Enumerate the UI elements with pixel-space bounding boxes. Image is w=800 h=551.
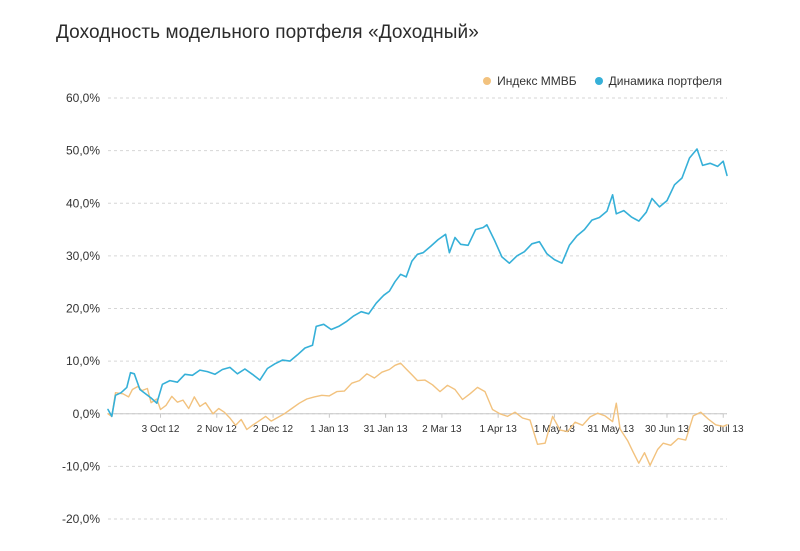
legend-marker-portfolio — [594, 77, 603, 85]
y-tick-label: 60,0% — [66, 91, 100, 105]
series-line-portfolio — [107, 148, 728, 418]
x-tick-label: 3 Oct 12 — [142, 424, 180, 435]
x-tick-label: 30 Jul 13 — [703, 424, 744, 435]
y-tick-label: 40,0% — [66, 196, 100, 210]
x-tick-label: 30 Jun 13 — [645, 424, 689, 435]
x-tick-label: 2 Dec 12 — [253, 424, 293, 435]
y-tick-label: -10,0% — [62, 459, 100, 473]
chart-legend: Индекс ММВБ Динамика портфеля — [483, 74, 722, 88]
y-tick-label: 50,0% — [66, 144, 100, 158]
x-tick-label: 2 Nov 12 — [197, 424, 237, 435]
x-tick-label: 31 May 13 — [587, 424, 634, 435]
chart-title: Доходность модельного портфеля «Доходный… — [56, 22, 479, 43]
x-tick-label: 1 Apr 13 — [480, 424, 518, 435]
y-tick-label: 30,0% — [66, 249, 100, 263]
y-tick-label: 0,0% — [73, 407, 101, 421]
x-tick-label: 2 Mar 13 — [422, 424, 462, 435]
legend-item-portfolio: Динамика портфеля — [594, 74, 722, 88]
y-tick-label: 10,0% — [66, 354, 100, 368]
legend-label-portfolio: Динамика портфеля — [608, 74, 722, 88]
x-tick-label: 1 May 13 — [534, 424, 576, 435]
x-tick-label: 1 Jan 13 — [310, 424, 349, 435]
legend-marker-index — [483, 77, 492, 85]
y-tick-label: 20,0% — [66, 302, 100, 316]
series-line-index — [107, 362, 728, 466]
x-tick-label: 31 Jan 13 — [364, 424, 408, 435]
legend-item-index: Индекс ММВБ — [483, 74, 577, 88]
y-tick-label: -20,0% — [62, 512, 100, 526]
legend-label-index: Индекс ММВБ — [497, 74, 577, 88]
